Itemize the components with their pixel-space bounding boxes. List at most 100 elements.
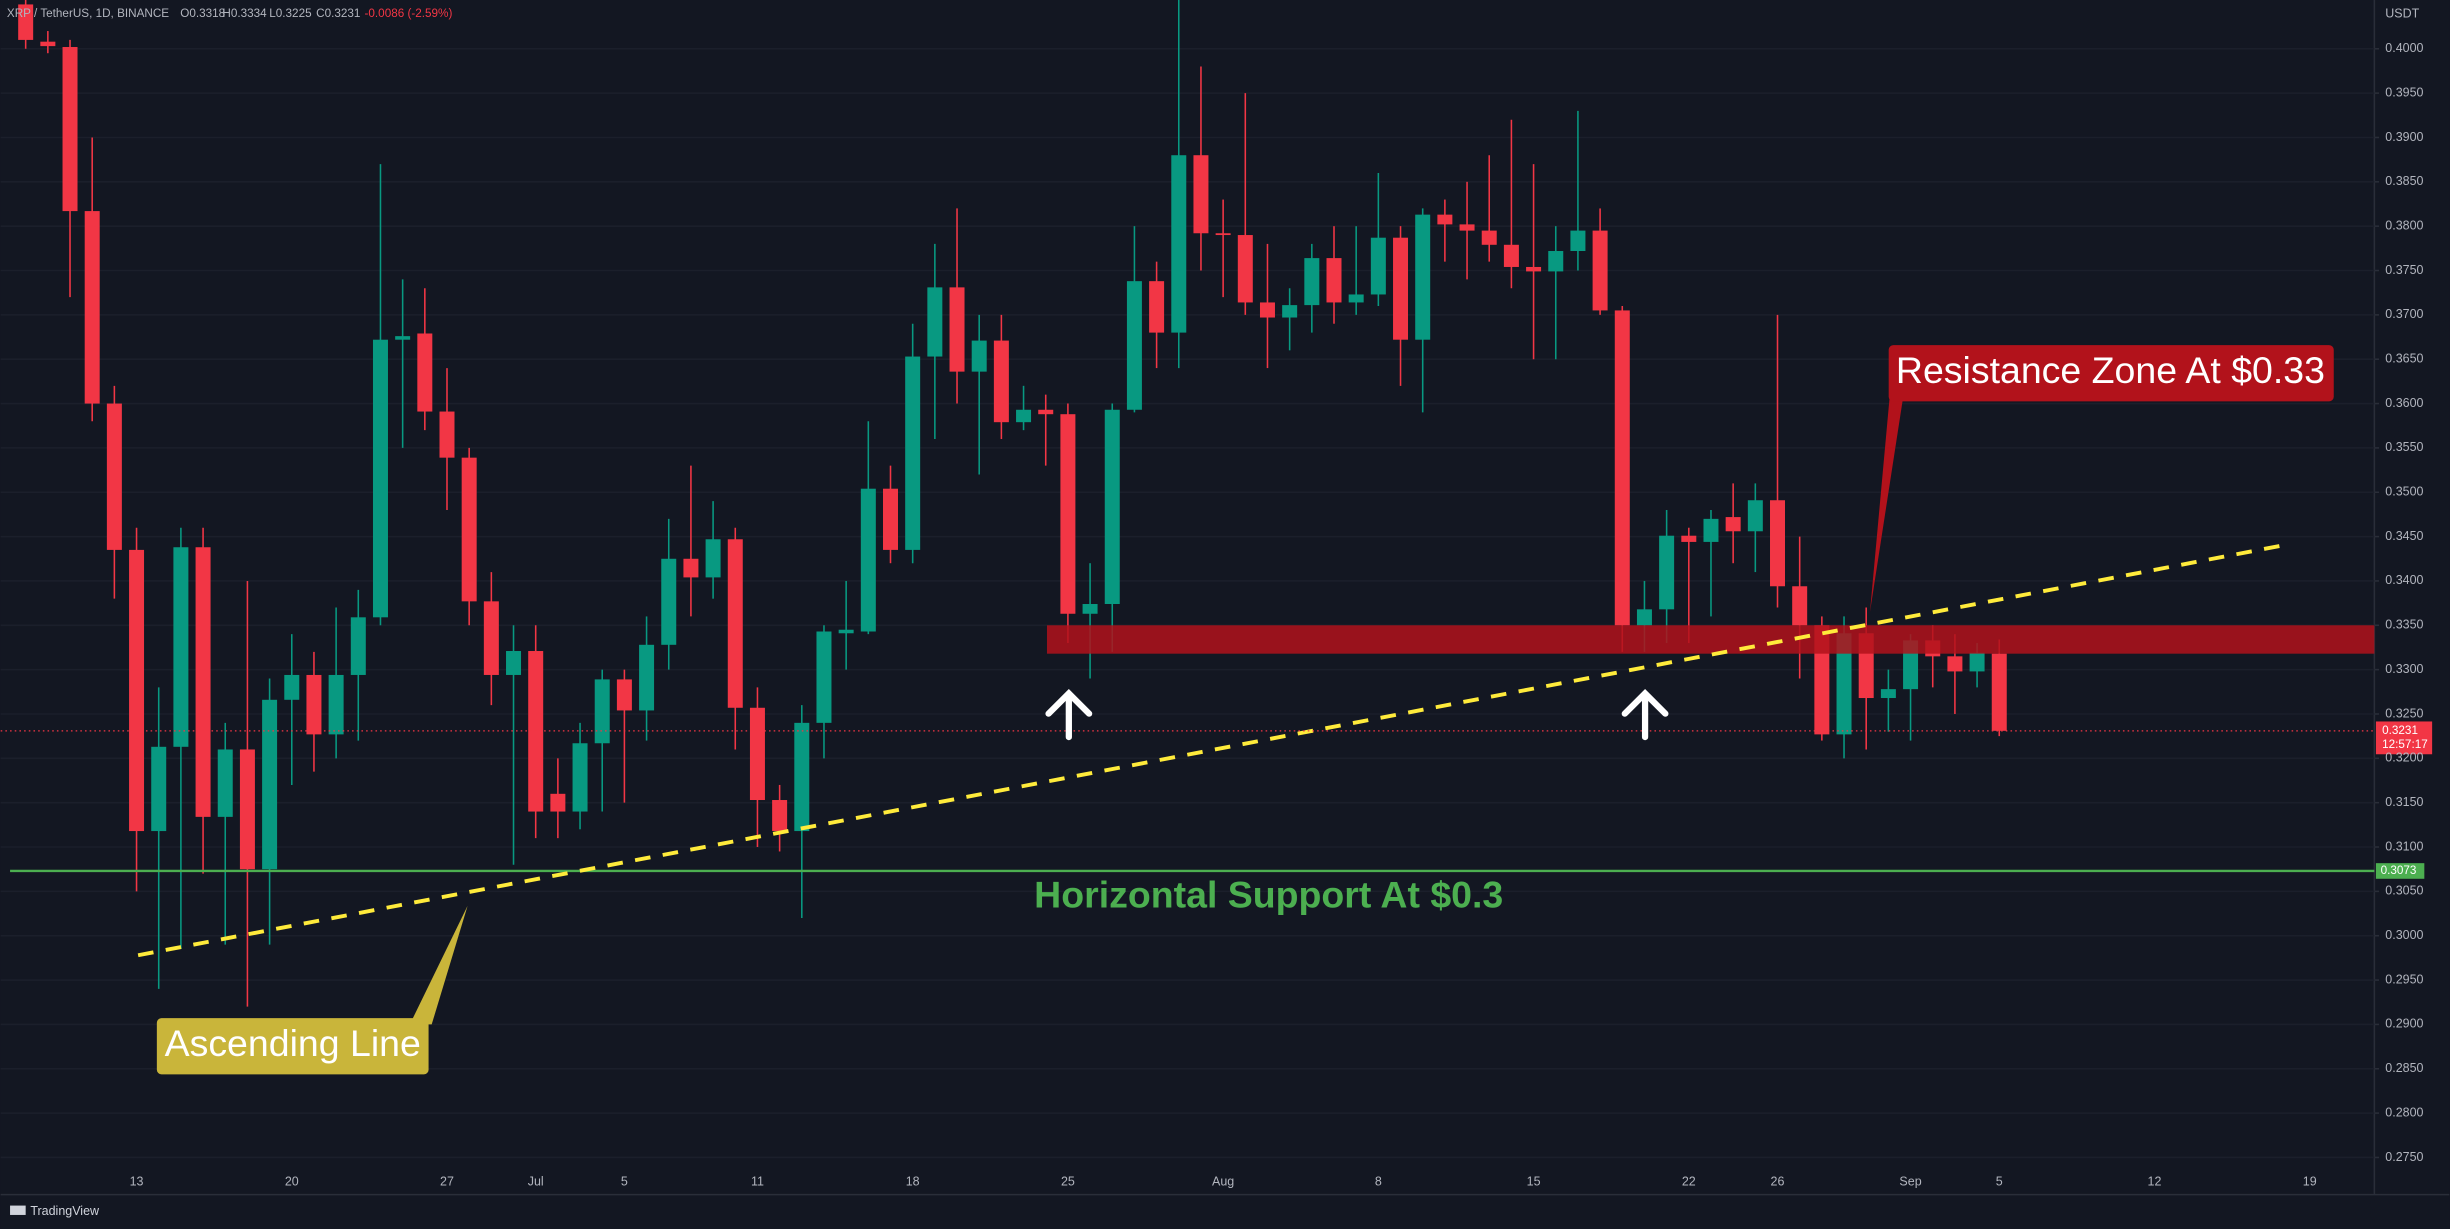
- x-tick-label: Aug: [1212, 1174, 1234, 1188]
- y-tick-label: 0.2950: [2385, 972, 2423, 986]
- candle-body: [550, 793, 566, 812]
- x-tick-label: 8: [1375, 1174, 1382, 1188]
- x-tick-label: Jul: [528, 1174, 544, 1188]
- candle-body: [794, 722, 810, 832]
- y-tick-label: 0.3550: [2385, 440, 2423, 454]
- candle-body: [62, 47, 78, 212]
- y-tick-label: 0.3500: [2385, 485, 2423, 499]
- candle-body: [1126, 281, 1142, 410]
- y-tick-label: 0.3700: [2385, 307, 2423, 321]
- x-tick-label: 5: [621, 1174, 628, 1188]
- candle-body: [749, 707, 765, 801]
- candle-body: [1104, 409, 1120, 605]
- candle-body: [705, 539, 721, 578]
- y-tick-label: 0.3950: [2385, 85, 2423, 99]
- y-tick-label: 0.3600: [2385, 396, 2423, 410]
- candle-body: [217, 749, 233, 817]
- x-tick-label: 20: [285, 1174, 299, 1188]
- ohlc-change: -0.0086 (-2.59%): [365, 7, 453, 20]
- candle-body: [1592, 230, 1608, 311]
- arrow: [1045, 688, 1093, 741]
- candle-body: [905, 356, 921, 550]
- overlay: Resistance Zone At $0.33 Horizontal Suppo…: [0, 345, 2433, 1075]
- ohlc-open: O0.3318: [180, 7, 225, 20]
- callout-box: [1888, 345, 2334, 402]
- candle-body: [1947, 656, 1963, 672]
- candle-body: [1636, 609, 1652, 626]
- candle-body: [949, 287, 965, 372]
- candles: [18, 0, 2007, 1007]
- x-tick-label: 19: [2303, 1174, 2317, 1188]
- y-tick-label: 0.3850: [2385, 174, 2423, 188]
- candle-body: [1149, 281, 1165, 333]
- candle-body: [1747, 500, 1763, 532]
- candle-body: [461, 457, 477, 602]
- candle-body: [417, 333, 433, 412]
- candle-body: [1659, 535, 1675, 610]
- candle-body: [772, 800, 788, 832]
- y-tick-label: 0.3200: [2385, 751, 2423, 765]
- candle-body: [395, 336, 411, 340]
- last-price: 0.3231: [2382, 724, 2418, 737]
- candle-body: [306, 674, 322, 735]
- y-tick-label: 0.3350: [2385, 618, 2423, 632]
- candle-body: [84, 211, 100, 404]
- candle-body: [1237, 235, 1253, 303]
- candle-body: [1393, 237, 1409, 340]
- candle-body: [1991, 653, 2007, 731]
- candle-body: [483, 601, 499, 675]
- candle-body: [40, 41, 56, 47]
- candle-body: [18, 4, 34, 40]
- candle-body: [1570, 230, 1586, 252]
- x-tick-label: 11: [751, 1174, 764, 1188]
- x-tick-label: 13: [130, 1174, 144, 1188]
- candle-body: [1282, 305, 1298, 318]
- candle-body: [173, 547, 189, 747]
- y-tick-label: 0.3450: [2385, 529, 2423, 543]
- ohlc-high: H0.3334: [222, 7, 267, 20]
- candle-body: [927, 287, 943, 357]
- candle-body: [506, 651, 522, 675]
- candle-body: [1770, 500, 1785, 587]
- y-tick-label: 0.2800: [2385, 1105, 2423, 1119]
- y-tick-label: 0.3050: [2385, 884, 2423, 898]
- callout-box: [156, 1018, 429, 1075]
- support-price: 0.3073: [2381, 864, 2417, 877]
- candle-body: [1348, 294, 1364, 303]
- y-tick-label: 0.3400: [2385, 573, 2423, 587]
- candle-body: [350, 617, 366, 675]
- candle-body: [328, 674, 344, 735]
- candle-body: [572, 743, 588, 812]
- candle-body: [239, 749, 255, 870]
- candle-body: [727, 539, 743, 708]
- candle-body: [129, 549, 145, 832]
- x-tick-label: 18: [906, 1174, 920, 1188]
- y-tick-label: 0.4000: [2385, 41, 2423, 55]
- x-tick-label: 15: [1527, 1174, 1541, 1188]
- x-tick-label: 27: [440, 1174, 454, 1188]
- candle-body: [594, 679, 610, 744]
- candle-body: [1259, 302, 1275, 318]
- candle-body: [1792, 586, 1808, 626]
- candle-body: [1016, 409, 1032, 423]
- candle-body: [683, 558, 699, 578]
- x-tick-label: 12: [2148, 1174, 2162, 1188]
- y-tick-label: 0.2850: [2385, 1061, 2423, 1075]
- candle-body: [1880, 689, 1896, 699]
- candle-body: [372, 339, 388, 618]
- candle-body: [1526, 266, 1542, 272]
- candle-body: [883, 488, 898, 550]
- y-tick-label: 0.2750: [2385, 1150, 2423, 1164]
- arrow-markers: [1045, 688, 1669, 741]
- y-tick-label: 0.3900: [2385, 130, 2423, 144]
- y-tick-label: 0.2900: [2385, 1017, 2423, 1031]
- candle-body: [262, 699, 278, 870]
- resistance-zone: [1046, 625, 2375, 654]
- y-tick-label: 0.3800: [2385, 218, 2423, 232]
- candle-body: [1548, 251, 1564, 272]
- arrow: [1621, 688, 1669, 741]
- callout-pointer: [1869, 390, 1903, 613]
- candle-body: [1703, 518, 1719, 542]
- candle-body: [1038, 409, 1054, 415]
